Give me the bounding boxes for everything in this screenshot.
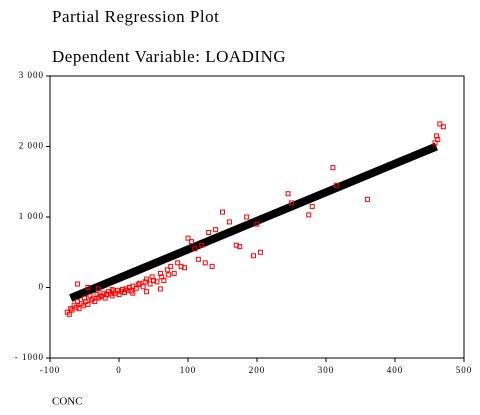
data-point bbox=[175, 260, 181, 266]
data-point bbox=[220, 209, 225, 215]
data-point bbox=[192, 246, 198, 252]
data-point bbox=[195, 256, 201, 262]
x-tick-label: 0 bbox=[116, 365, 122, 375]
data-point bbox=[244, 214, 250, 220]
x-tick-label: 200 bbox=[249, 365, 266, 375]
data-point bbox=[80, 303, 86, 309]
data-point bbox=[76, 306, 82, 312]
y-tick-label: 2 000 bbox=[19, 141, 44, 151]
data-point bbox=[185, 235, 191, 241]
data-point bbox=[157, 286, 163, 292]
data-point bbox=[166, 272, 172, 278]
data-point bbox=[144, 276, 150, 282]
data-point bbox=[257, 249, 263, 255]
data-point bbox=[233, 242, 239, 248]
data-point bbox=[254, 221, 260, 227]
data-point bbox=[123, 286, 129, 292]
x-axis-label: CONC bbox=[52, 396, 83, 408]
data-point bbox=[309, 203, 315, 209]
data-point bbox=[144, 289, 150, 295]
y-tick-label: - 1000 bbox=[15, 352, 44, 362]
data-point bbox=[178, 263, 184, 269]
data-point bbox=[333, 182, 339, 188]
data-point bbox=[140, 284, 146, 290]
x-tick-label: 400 bbox=[387, 365, 404, 375]
data-point bbox=[306, 212, 312, 218]
data-point bbox=[432, 140, 438, 146]
data-point bbox=[161, 277, 167, 283]
data-point bbox=[68, 306, 74, 312]
data-point bbox=[171, 270, 177, 276]
data-point bbox=[88, 297, 94, 303]
data-point bbox=[154, 279, 160, 285]
data-point bbox=[85, 285, 91, 290]
data-point bbox=[135, 282, 141, 288]
chart-subtitle: Dependent Variable: LOADING bbox=[52, 47, 286, 66]
data-point bbox=[437, 121, 443, 127]
data-point bbox=[137, 280, 143, 286]
y-tick-label: 1 000 bbox=[19, 211, 44, 221]
data-point bbox=[75, 281, 81, 287]
data-point bbox=[206, 230, 212, 236]
data-point bbox=[73, 304, 79, 310]
data-point bbox=[130, 290, 136, 296]
data-point bbox=[199, 242, 205, 248]
data-point bbox=[226, 219, 232, 225]
data-point bbox=[101, 290, 107, 296]
x-tick-label: -100 bbox=[40, 365, 61, 375]
data-point bbox=[289, 200, 294, 206]
chart-title: Partial Regression Plot bbox=[52, 7, 219, 26]
data-point bbox=[188, 239, 194, 245]
x-tick-label: 300 bbox=[318, 365, 335, 375]
x-tick-label: 500 bbox=[456, 365, 473, 375]
x-tick-label: 100 bbox=[180, 365, 197, 375]
data-point bbox=[142, 279, 148, 285]
data-point bbox=[330, 165, 336, 171]
data-point bbox=[435, 136, 441, 142]
data-point bbox=[66, 311, 72, 317]
data-point bbox=[109, 287, 115, 293]
data-point bbox=[95, 286, 101, 292]
regression-line bbox=[69, 142, 438, 302]
data-point bbox=[69, 307, 75, 313]
data-point bbox=[237, 244, 243, 250]
y-tick-label: 3 000 bbox=[19, 70, 44, 80]
data-point bbox=[202, 260, 208, 266]
data-point bbox=[85, 301, 91, 307]
data-point bbox=[168, 263, 174, 269]
data-point bbox=[151, 277, 156, 283]
data-point bbox=[164, 267, 170, 273]
data-point bbox=[147, 281, 153, 287]
data-point bbox=[92, 299, 98, 305]
data-point bbox=[364, 196, 370, 202]
data-point bbox=[285, 191, 291, 197]
data-point bbox=[213, 227, 219, 233]
data-point bbox=[209, 263, 215, 269]
y-tick-label: 0 bbox=[39, 282, 45, 292]
data-point bbox=[440, 124, 446, 130]
data-point bbox=[109, 293, 115, 299]
data-point bbox=[251, 253, 257, 259]
data-point bbox=[182, 265, 188, 271]
